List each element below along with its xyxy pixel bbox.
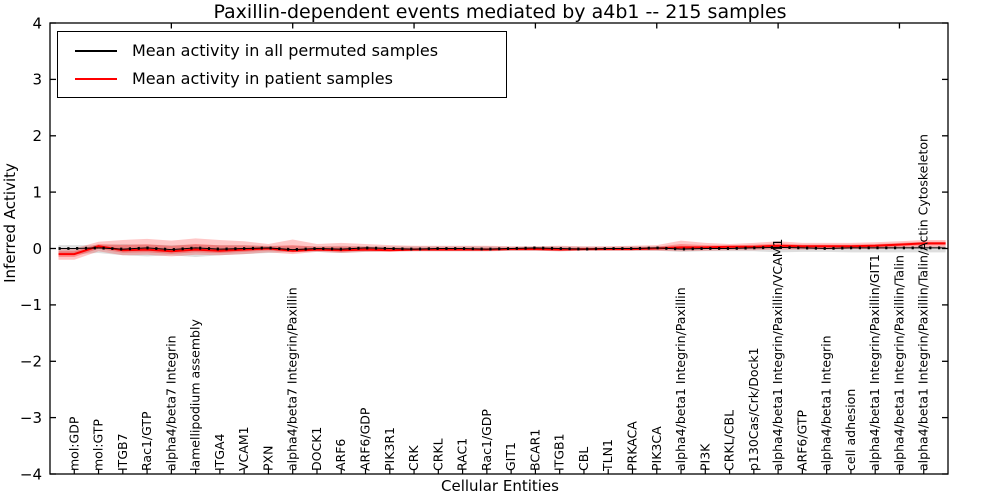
- x-tick-label: alpha4/beta1 Integrin/Paxillin/Talin: [892, 255, 907, 471]
- y-tick-label: 4: [32, 14, 42, 32]
- x-tick-label: ITGB7: [115, 433, 130, 471]
- legend-label-permuted: Mean activity in all permuted samples: [132, 40, 439, 60]
- x-tick-label: CRKL/CBL: [722, 410, 737, 471]
- legend-item-permuted: Mean activity in all permuted samples: [58, 40, 506, 62]
- x-tick-label: BCAR1: [527, 429, 542, 471]
- x-axis-label: Cellular Entities: [441, 477, 559, 495]
- x-tick-label: p130Cas/Crk/Dock1: [746, 347, 761, 471]
- x-tick-label: mol:GTP: [91, 419, 106, 471]
- x-tick-label: ARF6/GDP: [358, 407, 373, 471]
- y-tick-label: 0: [32, 240, 42, 258]
- x-tick-label: GIT1: [503, 442, 518, 471]
- x-tick-label: ARF6: [333, 439, 348, 471]
- x-tick-label: ARF6/GTP: [794, 410, 809, 471]
- y-tick-label: −2: [20, 353, 42, 371]
- x-tick-label: CRKL: [430, 438, 445, 471]
- x-tick-label: cell adhesion: [843, 389, 858, 471]
- x-tick-label: PXN: [260, 446, 275, 471]
- x-tick-label: ITGA4: [212, 433, 227, 471]
- x-tick-label: PIK3CA: [649, 426, 664, 471]
- x-tick-label: VCAM1: [236, 426, 251, 471]
- x-tick-label: alpha4/beta1 Integrin/Paxillin/GIT1: [867, 254, 882, 471]
- x-tick-label: PIK3R1: [382, 427, 397, 471]
- x-tick-label: CBL: [576, 447, 591, 471]
- x-tick-label: PRKACA: [625, 421, 640, 471]
- x-tick-label: alpha4/beta1 Integrin/Paxillin/Talin/Act…: [916, 134, 931, 471]
- x-tick-label: RAC1: [455, 438, 470, 471]
- x-tick-label: alpha4/beta1 Integrin/Paxillin/VCAM1: [770, 239, 785, 471]
- x-tick-label: DOCK1: [309, 427, 324, 471]
- permuted-mean-line-dashes: [58, 245, 946, 252]
- x-tick-label: Rac1/GTP: [139, 411, 154, 471]
- legend-label-patient: Mean activity in patient samples: [132, 68, 393, 88]
- x-tick-label: lamellipodium assembly: [188, 319, 203, 471]
- y-tick-label: 3: [32, 71, 42, 89]
- y-tick-label: −3: [20, 409, 42, 427]
- x-tick-label: alpha4/beta1 Integrin/Paxillin: [673, 287, 688, 471]
- x-tick-label: mol:GDP: [66, 416, 81, 471]
- x-tick-label: Rac1/GDP: [479, 409, 494, 471]
- legend-item-patient: Mean activity in patient samples: [58, 68, 506, 90]
- permuted-line-swatch: [75, 49, 117, 52]
- legend: Mean activity in all permuted samples Me…: [57, 31, 507, 98]
- y-tick-label: 2: [32, 127, 42, 145]
- y-tick-label: 1: [32, 183, 42, 201]
- x-tick-label: alpha4/beta1 Integrin: [819, 335, 834, 471]
- chart-title: Paxillin-dependent events mediated by a4…: [213, 1, 787, 23]
- x-tick-label: alpha4/beta7 Integrin/Paxillin: [285, 287, 300, 471]
- y-tick-label: −4: [20, 465, 42, 483]
- x-tick-label: CRK: [406, 445, 421, 471]
- patient-line-swatch: [75, 77, 117, 80]
- x-tick-label: alpha4/beta7 Integrin: [163, 335, 178, 471]
- x-tick-label: PI3K: [697, 443, 712, 471]
- x-tick-label: ITGB1: [552, 433, 567, 471]
- y-tick-label: −1: [20, 296, 42, 314]
- x-tick-label: TLN1: [600, 439, 615, 472]
